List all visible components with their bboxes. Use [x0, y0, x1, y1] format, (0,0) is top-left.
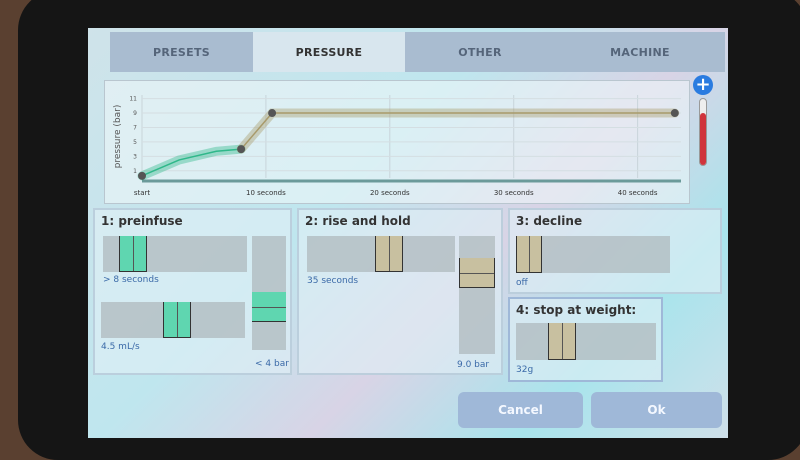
y-axis-label: pressure (bar): [113, 105, 123, 169]
preinfuse-flow-value: 4.5 mL/s: [101, 342, 140, 352]
panel-preinfuse: 1: preinfuse > 8 seconds 4.5 mL/s < 4 ba…: [93, 208, 292, 375]
slider-handle[interactable]: [516, 236, 542, 273]
weight-slider[interactable]: [516, 323, 656, 360]
slider-handle[interactable]: [459, 258, 495, 288]
slider-handle[interactable]: [548, 323, 576, 360]
tab-machine[interactable]: MACHINE: [555, 32, 725, 72]
cancel-button[interactable]: Cancel: [458, 392, 583, 428]
slider-handle[interactable]: [375, 236, 403, 272]
plus-icon[interactable]: +: [693, 75, 713, 95]
rise-time-slider[interactable]: [307, 236, 455, 272]
screen: PRESETS PRESSURE OTHER MACHINE start 10 s…: [88, 28, 728, 438]
slider-handle[interactable]: [119, 236, 147, 272]
preinfuse-pressure-value: < 4 bar: [255, 359, 289, 369]
pressure-slider-fill: [700, 113, 706, 165]
panel-decline: 3: decline off: [508, 208, 722, 294]
tab-pressure[interactable]: PRESSURE: [253, 32, 405, 72]
profile-point: [237, 145, 246, 154]
profile-point: [268, 109, 277, 118]
panel-title: 3: decline: [516, 214, 583, 228]
panel-title: 4: stop at weight:: [516, 303, 637, 317]
y-tick-label: 3: [133, 153, 137, 160]
panel-stop-at-weight: 4: stop at weight: 32g: [508, 297, 663, 382]
y-tick-label: 5: [133, 139, 137, 146]
preinfuse-time-slider[interactable]: [103, 236, 247, 272]
slider-handle[interactable]: [252, 292, 286, 322]
pressure-slider[interactable]: [699, 98, 707, 166]
series-line: [240, 112, 675, 150]
panel-rise-and-hold: 2: rise and hold 35 seconds 9.0 bar: [297, 208, 503, 375]
panel-title: 1: preinfuse: [101, 214, 183, 228]
preinfuse-pressure-slider[interactable]: [252, 236, 286, 350]
x-tick-label: 10 seconds: [246, 189, 286, 197]
rise-pressure-value: 9.0 bar: [457, 360, 490, 370]
y-tick-label: 9: [133, 110, 137, 117]
rise-time-value: 35 seconds: [307, 276, 359, 286]
ok-button[interactable]: Ok: [591, 392, 722, 428]
decline-value: off: [516, 278, 528, 288]
pressure-chart[interactable]: start 10 seconds 20 seconds 30 seconds 40 se…: [104, 80, 690, 204]
y-tick-label: 11: [129, 96, 137, 103]
x-tick-label: 30 seconds: [494, 189, 534, 197]
y-tick-label: 1: [133, 168, 137, 175]
chart-svg: start 10 seconds 20 seconds 30 seconds 40 se…: [113, 95, 681, 197]
profile-point: [138, 171, 146, 180]
panel-title: 2: rise and hold: [305, 214, 411, 228]
series-band: [137, 144, 246, 181]
rise-pressure-slider[interactable]: [459, 236, 495, 354]
weight-value: 32g: [516, 365, 534, 375]
x-tick-label: start: [134, 189, 151, 197]
tab-other[interactable]: OTHER: [405, 32, 555, 72]
decline-slider[interactable]: [516, 236, 670, 273]
tab-presets[interactable]: PRESETS: [110, 32, 253, 72]
preinfuse-time-value: > 8 seconds: [103, 275, 159, 285]
profile-point: [670, 109, 679, 118]
preinfuse-flow-slider[interactable]: [101, 302, 245, 338]
y-tick-label: 7: [133, 124, 137, 131]
series-band: [236, 108, 680, 154]
slider-handle[interactable]: [163, 302, 191, 338]
x-tick-label: 20 seconds: [370, 189, 410, 197]
x-tick-label: 40 seconds: [618, 189, 658, 197]
series-line: [141, 148, 242, 177]
